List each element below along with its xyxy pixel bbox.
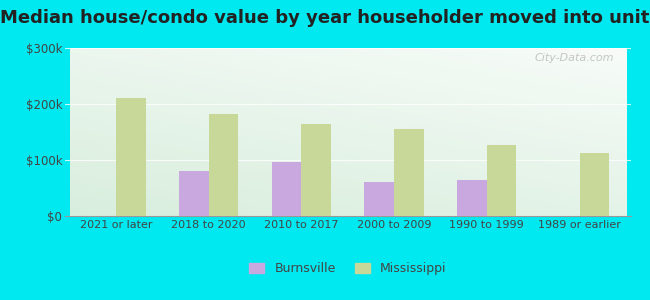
Bar — [209, 114, 239, 216]
Bar — [487, 145, 517, 216]
Bar — [394, 129, 424, 216]
Text: City-Data.com: City-Data.com — [534, 53, 614, 63]
Bar — [580, 153, 609, 216]
Bar — [179, 171, 209, 216]
Bar — [365, 182, 394, 216]
Bar — [116, 98, 146, 216]
Text: Median house/condo value by year householder moved into unit: Median house/condo value by year househo… — [0, 9, 650, 27]
Bar — [457, 180, 487, 216]
Bar — [302, 124, 331, 216]
Bar — [272, 162, 302, 216]
Legend: Burnsville, Mississippi: Burnsville, Mississippi — [244, 257, 451, 280]
